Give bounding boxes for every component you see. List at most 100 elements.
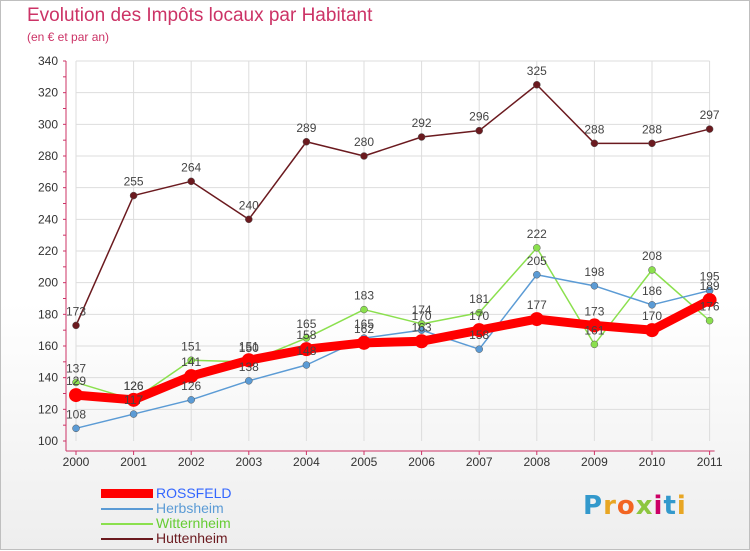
data-label-huttenheim: 280 [354,135,374,149]
x-tick-label: 2009 [581,455,608,469]
series-line-rossfeld [71,295,715,405]
logo-letter: P [583,491,604,521]
data-label-rossfeld: 141 [181,355,201,369]
data-label-huttenheim: 173 [66,304,86,318]
data-point-herbsheim [533,271,541,279]
x-tick-label: 2010 [639,455,666,469]
data-label-huttenheim: 325 [527,64,547,78]
data-label-herbsheim: 158 [469,328,489,342]
legend-label-witternheim: Witternheim [156,515,231,531]
data-label-herbsheim: 117 [124,393,143,407]
data-point-witternheim [705,316,714,325]
data-point-rossfeld [645,323,659,338]
data-point-witternheim [302,334,311,342]
x-tick-label: 2002 [178,455,205,469]
data-point-herbsheim [302,361,311,369]
legend-swatch-herbsheim [101,508,153,510]
y-tick-label: 200 [38,276,58,290]
x-tick-label: 2011 [697,455,723,469]
data-point-rossfeld [69,388,83,403]
data-label-rossfeld: 151 [239,339,259,353]
data-label-witternheim: 174 [412,303,432,317]
x-tick-label: 2008 [523,455,550,469]
data-label-rossfeld: 177 [527,298,547,312]
data-point-witternheim [590,340,599,349]
x-tick-label: 2006 [408,455,435,469]
data-label-rossfeld: 173 [584,304,604,318]
data-point-rossfeld [241,353,256,368]
data-point-rossfeld [126,392,141,407]
legend-label-huttenheim: Huttenheim [156,530,228,546]
y-tick-label: 300 [38,117,58,131]
data-label-huttenheim: 255 [124,175,144,189]
x-tick-label: 2007 [466,455,493,469]
grid-lines [75,60,711,441]
data-label-rossfeld: 162 [354,322,374,336]
data-point-huttenheim [187,177,195,186]
data-label-herbsheim: 198 [584,265,604,279]
data-label-huttenheim: 289 [296,121,316,135]
y-tick-label: 160 [38,339,58,353]
x-tick-label: 2005 [351,455,378,469]
data-label-witternheim: 176 [700,300,720,314]
data-label-rossfeld: 170 [469,309,489,323]
y-tick-label: 220 [38,244,58,258]
data-point-rossfeld [472,323,487,338]
data-point-herbsheim [475,345,483,353]
legend-swatch-witternheim [101,523,153,525]
data-point-rossfeld [587,318,602,333]
data-label-witternheim: 181 [469,292,489,306]
series-line-herbsheim [75,274,711,430]
proxiti-logo[interactable]: Proxiti [583,491,687,521]
series-line-huttenheim [75,84,711,327]
data-label-huttenheim: 292 [412,116,432,130]
x-tick-label: 2004 [293,455,320,469]
logo-letter: i [676,491,687,521]
data-label-rossfeld: 158 [296,328,316,342]
data-point-huttenheim [417,133,426,141]
y-tick-label: 140 [38,371,58,385]
data-label-witternheim: 151 [181,339,201,353]
chart-subtitle: (en € et par an) [27,30,110,44]
data-point-witternheim [360,305,368,314]
data-point-rossfeld [702,293,717,308]
data-label-herbsheim: 165 [354,317,374,331]
data-label-rossfeld: 163 [412,320,432,334]
axes: 100 120 140 160 180 200 220 240 260 280 300 320 340 2… [38,54,723,469]
data-label-witternheim: 126 [124,379,144,393]
chart-title: Evolution des Impôts locaux par Habitant [27,5,373,26]
data-point-huttenheim [129,191,138,200]
x-tick-label: 2003 [235,455,262,469]
data-point-rossfeld [299,342,314,357]
data-point-rossfeld [529,312,544,327]
x-tick-label: 2001 [120,455,147,469]
data-label-witternheim: 165 [296,317,316,331]
data-point-witternheim [475,309,483,317]
series-line-witternheim [75,247,711,401]
y-tick-label: 100 [38,434,58,448]
data-point-rossfeld [414,334,429,349]
data-label-huttenheim: 296 [469,110,489,124]
data-point-huttenheim [302,138,311,146]
data-label-herbsheim: 126 [181,379,201,393]
data-label-herbsheim: 138 [239,360,259,374]
data-point-herbsheim [648,301,656,309]
data-label-rossfeld: 170 [642,309,662,323]
data-label-herbsheim: 195 [700,270,720,284]
data-point-witternheim [533,244,541,252]
data-label-herbsheim: 205 [527,254,547,268]
y-tick-label: 180 [38,307,58,321]
data-label-witternheim: 183 [354,289,374,303]
data-point-huttenheim [245,215,253,224]
legend-label-herbsheim: Herbsheim [156,500,224,516]
data-point-witternheim [187,356,195,364]
data-point-herbsheim [417,326,426,334]
data-point-witternheim [72,378,80,387]
x-tick-label: 2000 [63,455,90,469]
data-label-witternheim: 208 [642,249,662,263]
data-label-witternheim: 222 [527,227,547,241]
data-point-rossfeld [357,335,371,350]
